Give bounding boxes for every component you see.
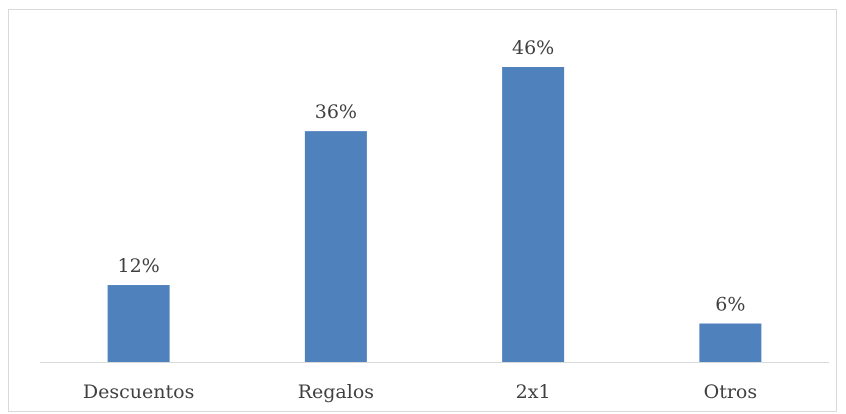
- bar-2x1: [502, 67, 565, 362]
- category-label: Descuentos: [83, 381, 194, 403]
- data-label: 12%: [118, 255, 160, 277]
- category-label: 2x1: [516, 381, 551, 403]
- bar-descuentos: [107, 285, 170, 362]
- value-labels-group: 12% 36% 46% 6%: [118, 37, 746, 316]
- data-label: 46%: [512, 37, 554, 59]
- bar-otros: [699, 323, 762, 362]
- bars-group: [107, 67, 762, 362]
- category-label: Regalos: [298, 381, 374, 403]
- category-label: Otros: [704, 381, 757, 403]
- data-label: 6%: [715, 294, 745, 316]
- bar-regalos: [304, 131, 367, 362]
- data-label: 36%: [315, 101, 357, 123]
- category-labels-group: Descuentos Regalos 2x1 Otros: [83, 381, 757, 403]
